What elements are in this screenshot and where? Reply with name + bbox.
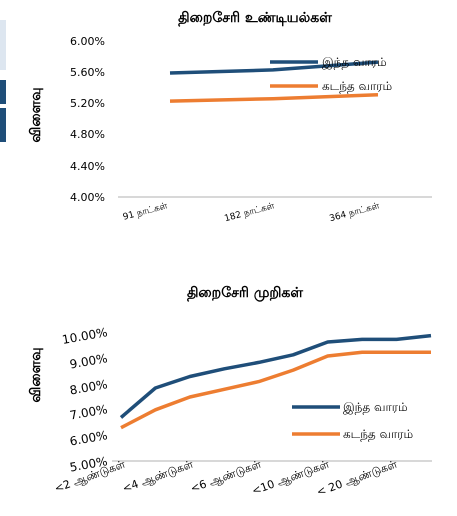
left-panel-strip	[0, 80, 6, 104]
chart1-y-tick: 4.80%	[70, 128, 105, 141]
chart2-y-tick: 5.00%	[69, 454, 109, 474]
chart2-title: திறைசேரி முறிகள்	[187, 285, 303, 302]
chart2-y-axis-label: விளைவு	[28, 347, 44, 402]
chart2-y-tick: 8.00%	[69, 377, 109, 397]
chart1-y-tick: 5.60%	[70, 66, 105, 79]
chart2-y-tick: 6.00%	[69, 428, 109, 448]
chart1-x-tick: 182 நாட்கள்	[223, 201, 276, 224]
chart1-y-tick: 4.40%	[70, 160, 105, 173]
chart1-legend-last-week: கடந்த வாரம்	[322, 79, 392, 93]
left-panel-strip	[0, 108, 6, 142]
chart2-series-line-last-week	[120, 350, 431, 430]
chart1-y-axis-label: விளைவு	[28, 87, 44, 142]
chart1-title: திறைசேரி உண்டியல்கள்	[178, 10, 332, 27]
chart1-legend-this-week: இந்த வாரம்	[322, 55, 387, 70]
left-panel-strip	[0, 20, 6, 70]
chart2-series-line-this-week	[119, 333, 432, 419]
chart1-y-tick: 5.20%	[70, 97, 105, 110]
chart2-x-tick: <4 ஆண்டுகள்	[121, 458, 195, 496]
chart1-x-tick: 364 நாட்கள்	[328, 201, 381, 224]
chart1-series-line-this-week	[169, 60, 379, 75]
chart1-y-tick: 4.00%	[70, 191, 105, 204]
chart2-y-tick: 9.00%	[69, 351, 109, 371]
chart1-x-tick: 91 நாட்கள்	[122, 201, 170, 223]
chart1-series-line-last-week	[169, 93, 379, 103]
chart2-y-tick: 7.00%	[69, 402, 109, 422]
chart2-legend-this-week: இந்த வாரம்	[343, 400, 408, 415]
chart2-legend-last-week: கடந்த வாரம்	[343, 427, 413, 441]
chart2-y-tick: 10.00%	[61, 325, 109, 347]
chart1-y-tick: 6.00%	[70, 35, 105, 48]
